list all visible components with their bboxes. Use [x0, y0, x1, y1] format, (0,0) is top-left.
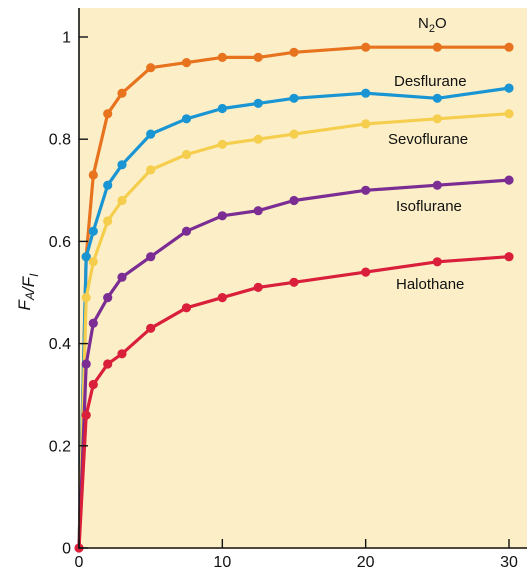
desflurane-point [88, 226, 98, 236]
y-tick-label: 0 [62, 541, 71, 558]
halothane-point [504, 252, 514, 262]
n2o-point [253, 52, 263, 63]
isoflurane-point [103, 293, 113, 303]
desflurane-point [81, 252, 91, 262]
sevoflurane-point [432, 114, 442, 124]
isoflurane-point [253, 206, 263, 216]
isoflurane-point [361, 185, 371, 195]
desflurane-point [103, 180, 113, 190]
label-layer: FA/FI N2O Desflurane Sevoflurane Isoflurane H… [15, 15, 468, 310]
isoflurane-point [432, 180, 442, 190]
desflurane-point [432, 93, 442, 103]
n2o-point [289, 47, 299, 57]
sevoflurane-point [117, 195, 127, 206]
n2o-point [117, 88, 127, 98]
desflurane-point [181, 114, 192, 124]
n2o-point [103, 109, 113, 119]
sevoflurane-point [253, 134, 263, 144]
isoflurane-point [117, 272, 127, 282]
halothane-point [103, 359, 113, 369]
halothane-point [88, 379, 98, 390]
series-layer [74, 42, 514, 553]
isoflurane-point [88, 318, 98, 328]
sevoflurane-point [88, 257, 98, 267]
desflurane-point [117, 160, 127, 170]
isoflurane-point [289, 195, 299, 206]
desflurane-label: Desflurane [394, 73, 467, 90]
n2o-point [504, 42, 514, 52]
y-axis-title: FA/FI [15, 273, 41, 311]
sevoflurane-point [217, 139, 227, 149]
sevoflurane-point [81, 293, 91, 303]
sevoflurane-point [361, 119, 371, 129]
sevoflurane-point [146, 165, 156, 175]
n2o-point [181, 58, 192, 68]
halothane-point [117, 349, 127, 359]
x-tick-label: 20 [357, 554, 375, 569]
desflurane-point [504, 83, 514, 93]
isoflurane-point [146, 252, 156, 262]
x-tick-label: 0 [75, 554, 84, 569]
halothane-point [146, 323, 156, 333]
desflurane-point [289, 93, 299, 103]
n2o-label: N2O [418, 15, 447, 35]
y-tick-label: 0.4 [49, 336, 71, 353]
sevoflurane-point [289, 129, 299, 139]
n2o-point [88, 170, 98, 180]
halothane-point [289, 277, 299, 287]
desflurane-point [217, 103, 227, 114]
axis-layer: 00.20.40.60.810 10 20 30 [49, 8, 527, 569]
isoflurane-point [217, 211, 227, 221]
isoflurane-point [504, 175, 514, 185]
y-tick-label: 1 [62, 30, 71, 47]
isoflurane-label: Isoflurane [396, 198, 462, 215]
halothane-point [217, 293, 227, 303]
n2o-point [432, 42, 442, 52]
isoflurane-point [81, 359, 91, 369]
y-tick-label: 0.2 [49, 438, 71, 455]
halothane-point [432, 257, 442, 267]
n2o-point [217, 52, 227, 63]
halothane-point [181, 303, 192, 313]
desflurane-point [146, 129, 156, 139]
n2o-point [146, 63, 156, 73]
sevoflurane-point [181, 149, 192, 160]
halothane-point [81, 410, 91, 420]
sevoflurane-point [103, 216, 113, 226]
sevoflurane-label: Sevoflurane [388, 131, 468, 148]
halothane-label: Halothane [396, 276, 464, 293]
desflurane-point [253, 98, 263, 108]
isoflurane-point [181, 226, 192, 236]
desflurane-point [361, 88, 371, 98]
halothane-point [361, 267, 371, 277]
x-tick-label: 10 [213, 554, 231, 569]
halothane-point [253, 282, 263, 292]
sevoflurane-point [504, 109, 514, 119]
x-tick-label: 30 [500, 554, 518, 569]
y-tick-label: 0.8 [49, 132, 71, 149]
n2o-point [361, 42, 371, 52]
y-tick-label: 0.6 [49, 234, 71, 251]
